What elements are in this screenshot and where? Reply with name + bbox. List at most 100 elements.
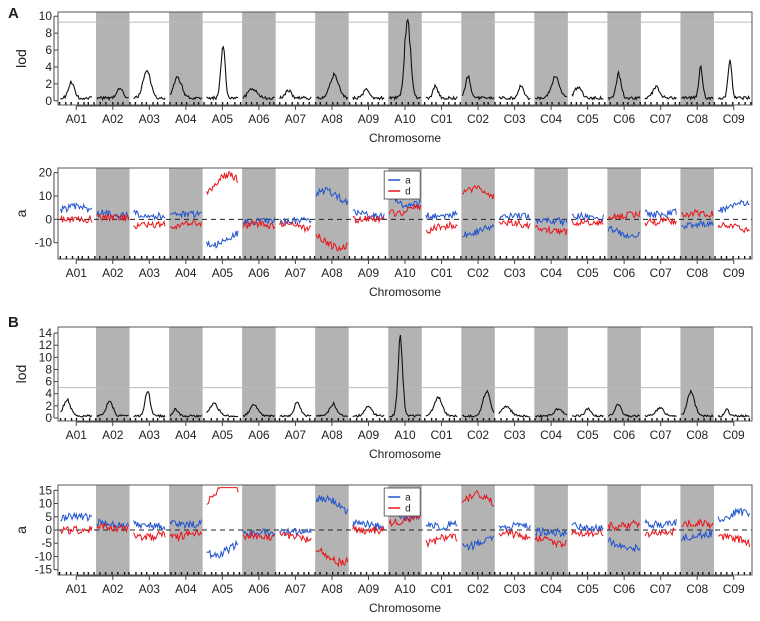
chromosome-shade-band: [607, 327, 641, 421]
chromosome-shade-band: [534, 168, 568, 259]
effect-curve-d-c09: [717, 221, 750, 234]
effect-curve-a-c01: [425, 519, 458, 531]
chromosome-shade-band: [534, 327, 568, 421]
chromosome-label-c05: C05: [577, 112, 599, 126]
effect-curve-a-a01: [60, 511, 93, 522]
chromosome-label-c05: C05: [577, 266, 599, 280]
lod-curve-a10: [388, 18, 422, 101]
lod-curve-c02: [461, 74, 495, 101]
effect-curve-d-a01: [60, 525, 93, 535]
y-tick-label: 0: [45, 523, 52, 537]
lod-curve-a03: [133, 390, 166, 419]
chromosome-label-c01: C01: [431, 428, 453, 442]
legend-label-d: d: [405, 504, 411, 515]
lod-curve-a09: [352, 405, 385, 418]
effect-curve-d-c05: [571, 217, 604, 227]
lod-curve-a01: [60, 80, 93, 101]
chromosome-label-a07: A07: [285, 112, 307, 126]
plot-frame: [57, 11, 753, 106]
effect-curve-d-a02: [96, 213, 130, 223]
effect-curve-a-c03: [498, 521, 531, 532]
effect-curve-d-a04: [169, 530, 203, 543]
lod-curve-a02: [96, 87, 129, 101]
chromosome-shade-band: [607, 12, 641, 105]
chromosome-shade-band: [96, 327, 130, 421]
chromosome-label-a06: A06: [248, 582, 270, 596]
chromosome-label-c04: C04: [540, 266, 562, 280]
chromosome-label-a01: A01: [66, 582, 88, 596]
y-axis-title: a: [13, 526, 29, 534]
chromosome-shade-band: [461, 168, 495, 259]
effect-curve-a-c02: [462, 223, 495, 238]
chromosome-label-a10: A10: [394, 428, 416, 442]
legend-label-a: a: [405, 493, 411, 504]
chromosome-label-c07: C07: [650, 266, 672, 280]
effect-curve-d-a07: [279, 531, 312, 544]
effect-curve-a-c08: [680, 529, 714, 542]
effect-curve-a-a09: [352, 518, 385, 531]
effect-curve-a-c07: [644, 208, 677, 220]
y-tick-label: 10: [39, 350, 53, 364]
lod-curve-c04: [534, 75, 568, 101]
effect-curve-d-c03: [498, 528, 531, 541]
chromosome-label-c09: C09: [723, 112, 745, 126]
effect-curve-d-a03: [133, 530, 166, 542]
legend-box: [383, 487, 421, 517]
chromosome-label-a05: A05: [212, 266, 234, 280]
y-tick-label: -10: [35, 236, 53, 250]
effect-curve-d-c01: [425, 533, 458, 549]
effect-curve-a-c01: [425, 209, 458, 222]
y-tick-label: -5: [41, 536, 52, 550]
panel-a-letter: A: [8, 5, 19, 22]
effect-curve-a-c05: [571, 211, 604, 223]
panel-a-lod-plot: 0 2 4 6 8 10 lod A01 A02 A03 A04 A05 A06 A07 A08 A09 A10…: [13, 9, 753, 145]
effect-curve-a-a09: [352, 209, 385, 221]
effect-curve-a-a03: [133, 209, 166, 221]
chromosome-label-a05: A05: [212, 112, 234, 126]
lod-curve-a08: [315, 401, 348, 418]
chromosome-label-a09: A09: [358, 266, 380, 280]
effect-curve-d-a10: [388, 203, 422, 217]
lod-curve-c03: [498, 405, 531, 418]
chromosome-label-c09: C09: [723, 428, 745, 442]
lod-curve-c04: [534, 407, 568, 418]
chromosome-label-c07: C07: [650, 582, 672, 596]
chromosome-label-c06: C06: [613, 428, 635, 442]
chromosome-label-c05: C05: [577, 428, 599, 442]
effect-curve-a-c02: [462, 535, 495, 551]
chromosome-label-a08: A08: [321, 428, 343, 442]
effect-curve-a-a02: [96, 518, 129, 530]
effect-curve-a-a03: [133, 520, 166, 532]
chromosome-shade-band: [388, 12, 422, 105]
effect-curve-a-c06: [607, 537, 641, 554]
effect-curve-a-c07: [644, 518, 677, 530]
chromosome-label-a01: A01: [66, 112, 88, 126]
chromosome-label-c03: C03: [504, 428, 526, 442]
chromosome-label-a10: A10: [394, 582, 416, 596]
chromosome-label-c07: C07: [650, 428, 672, 442]
chromosome-label-a04: A04: [175, 112, 197, 126]
y-axis-title: lod: [13, 365, 29, 384]
effect-curve-d-c04: [534, 535, 568, 549]
effect-curve-d-a06: [242, 531, 275, 542]
chromosome-label-c03: C03: [504, 582, 526, 596]
y-tick-label: 5: [45, 510, 52, 524]
effect-curve-d-c06: [607, 519, 641, 532]
effect-curve-a-c04: [535, 526, 567, 538]
lod-curve-a06: [242, 87, 275, 101]
effect-curve-a-a05: [206, 230, 239, 249]
chromosome-shade-band: [242, 327, 276, 421]
lod-curve-a02: [96, 400, 129, 418]
chromosome-shade-band: [96, 12, 130, 105]
chromosome-label-a02: A02: [102, 112, 124, 126]
chromosome-label-a04: A04: [175, 266, 197, 280]
chromosome-label-a05: A05: [212, 582, 234, 596]
y-tick-label: 10: [39, 497, 53, 511]
effect-curve-a-a08: [315, 187, 349, 206]
lod-curve-c05: [571, 85, 604, 101]
y-axis-title: a: [13, 209, 29, 217]
effect-curve-d-a05: [206, 486, 239, 505]
effect-curve-d-c02: [461, 489, 495, 507]
